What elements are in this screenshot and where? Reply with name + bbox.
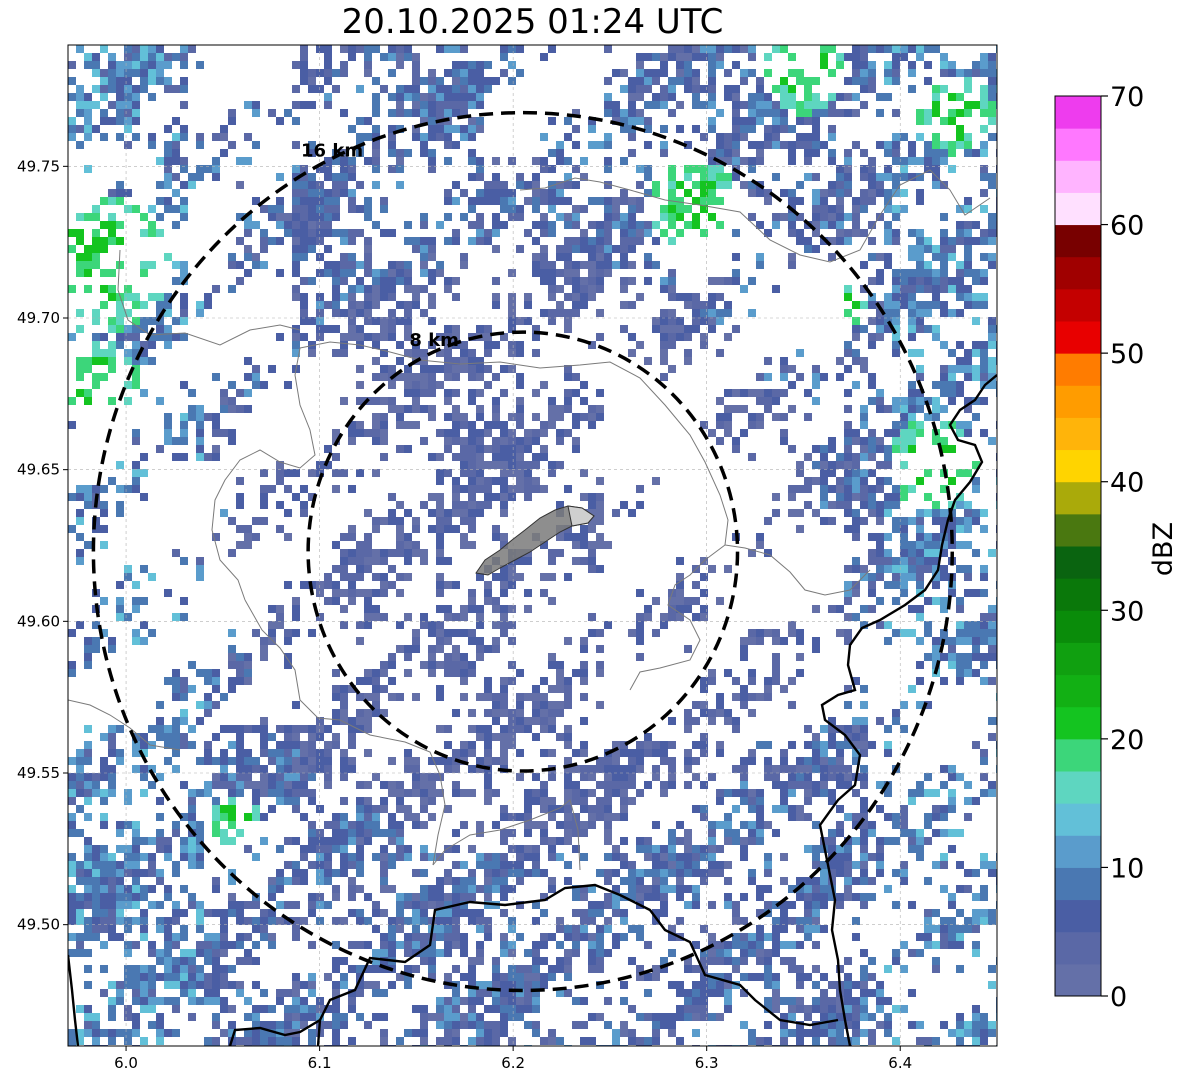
precipitation-field: [68, 45, 997, 1046]
highlighted-area-light-part: [567, 505, 595, 527]
colorbar-segment: [1055, 867, 1101, 901]
municipal-boundary: [68, 699, 181, 751]
y-tick-label: 49.60: [17, 612, 60, 630]
colorbar-label: dBZ: [1148, 522, 1179, 576]
colorbar-segment: [1055, 706, 1101, 740]
y-tick-label: 49.70: [17, 309, 60, 327]
municipal-boundary: [519, 169, 991, 263]
colorbar-segment: [1055, 385, 1101, 418]
colorbar-segment: [1055, 449, 1101, 483]
municipal-boundary: [629, 544, 726, 691]
y-tick-label: 49.55: [17, 764, 60, 782]
colorbar-segment: [1055, 256, 1101, 290]
colorbar-segment: [1055, 192, 1101, 226]
colorbar-segment: [1055, 288, 1101, 322]
colorbar-tick-label: 0: [1110, 982, 1127, 1013]
colorbar-segment: [1055, 128, 1101, 161]
map-title: 20.10.2025 01:24 UTC: [341, 2, 724, 42]
colorbar-segment: [1055, 96, 1101, 129]
colorbar-segment: [1055, 963, 1101, 997]
colorbar-segment: [1055, 417, 1101, 451]
x-tick-label: 6.3: [695, 1054, 719, 1072]
colorbar-tick-label: 10: [1110, 853, 1144, 884]
municipal-boundary: [211, 347, 316, 601]
colorbar-segment: [1055, 931, 1101, 965]
colorbar-segment: [1055, 674, 1101, 708]
range-ring-8km: [306, 330, 740, 773]
colorbar: 0 10 20 30 40 50 60 70: [1054, 82, 1144, 1013]
colorbar-segment: [1055, 321, 1101, 354]
colorbar-segment: [1055, 610, 1101, 643]
national-border: [818, 374, 997, 1046]
plot-frame: [67, 44, 998, 1047]
colorbar-tick-label: 40: [1110, 468, 1144, 499]
colorbar-segment: [1055, 803, 1101, 836]
national-border: [228, 883, 839, 1046]
colorbar-segment: [1055, 160, 1101, 193]
colorbar-segment: [1055, 546, 1101, 579]
colorbar-frame: [1054, 95, 1102, 997]
colorbar-tick-label: 50: [1110, 339, 1144, 370]
range-ring-16km: [91, 110, 954, 993]
colorbar-segment: [1055, 481, 1101, 515]
x-tick-label: 6.2: [501, 1054, 525, 1072]
colorbar-tick-label: 30: [1110, 596, 1144, 627]
colorbar-segment: [1055, 738, 1101, 772]
municipal-boundary: [117, 249, 301, 346]
municipal-boundary: [432, 799, 581, 871]
plot-area: 8 km 16 km: [68, 45, 997, 1046]
gridlines: [68, 45, 997, 1046]
colorbar-segment: [1055, 578, 1101, 611]
range-rings: 8 km 16 km: [91, 110, 954, 993]
colorbar-tick-label: 20: [1110, 725, 1144, 756]
boundary-lines: [68, 169, 997, 1046]
colorbar-tick-label: 70: [1110, 82, 1144, 113]
x-tick-label: 6.4: [888, 1054, 912, 1072]
colorbar-segment: [1055, 353, 1101, 386]
colorbar-segment: [1055, 835, 1101, 868]
y-tick-label: 49.65: [17, 461, 60, 479]
range-ring-label: 16 km: [301, 141, 363, 162]
colorbar-segment: [1055, 224, 1101, 258]
colorbar-tick-label: 60: [1110, 211, 1144, 242]
colorbar-segment: [1055, 899, 1101, 933]
national-border: [68, 954, 80, 1046]
y-tick-label: 49.50: [17, 916, 60, 934]
colorbar-segment: [1055, 513, 1101, 547]
municipal-boundary: [244, 599, 446, 866]
y-axis: 49.50 49.55 49.60 49.65 49.70 49.75: [17, 157, 68, 934]
colorbar-segment: [1055, 642, 1101, 676]
national-border: [316, 1019, 322, 1046]
x-axis: 6.0 6.1 6.2 6.3 6.4: [114, 1046, 912, 1072]
municipal-boundary: [299, 341, 871, 596]
x-tick-label: 6.1: [308, 1054, 332, 1072]
y-tick-label: 49.75: [17, 157, 60, 175]
range-ring-label: 8 km: [409, 330, 459, 351]
x-tick-label: 6.0: [114, 1054, 138, 1072]
colorbar-segment: [1055, 771, 1101, 804]
